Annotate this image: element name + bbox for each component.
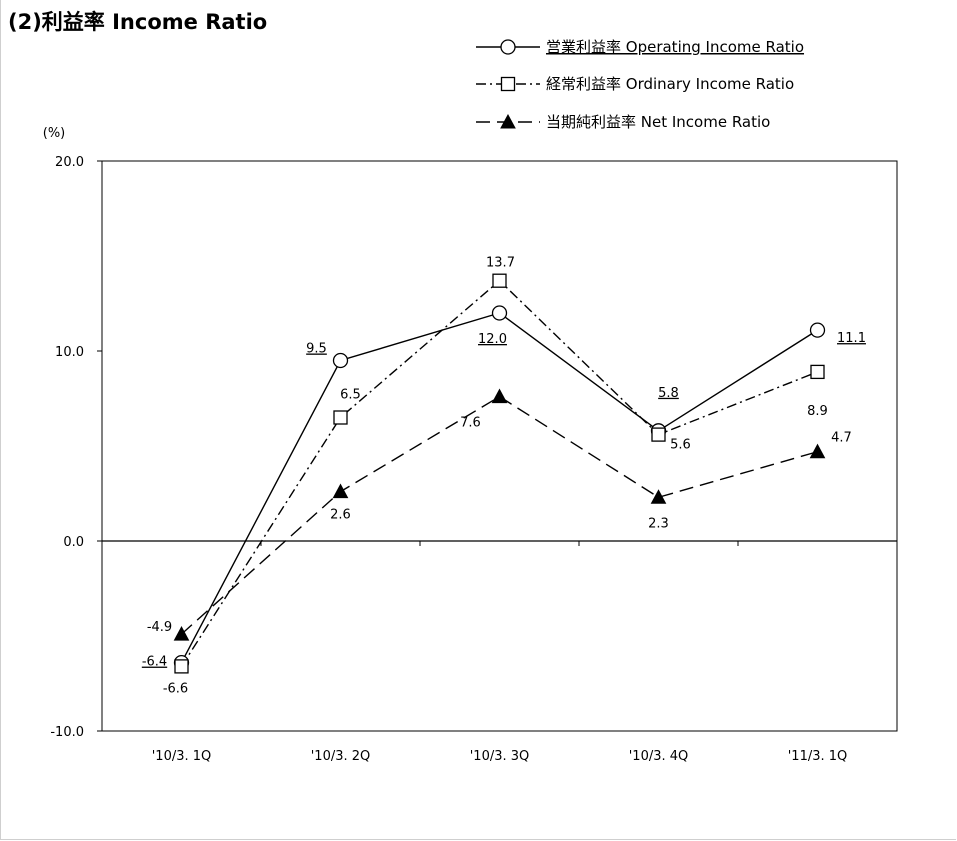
y-axis-unit-label: (%) <box>43 126 66 141</box>
net-income-ratio-data-label: -4.9 <box>147 620 172 635</box>
ordinary-income-ratio-marker <box>810 364 825 380</box>
net-income-ratio-marker <box>173 626 190 641</box>
y-tick-label: -10.0 <box>50 725 84 740</box>
net-income-ratio-data-label: 2.3 <box>648 516 669 531</box>
operating-income-ratio-line <box>180 312 818 663</box>
operating-income-ratio-data-label: 12.0 <box>478 332 507 347</box>
x-tick-label: '10/3. 4Q <box>629 749 689 764</box>
legend-label: 営業利益率 Operating Income Ratio <box>546 38 804 56</box>
net-income-ratio-marker <box>809 443 826 459</box>
ordinary-income-ratio-data-label: -6.6 <box>163 681 188 696</box>
ordinary-income-ratio-data-label: 6.5 <box>340 388 361 403</box>
operating-income-ratio-marker <box>332 352 349 369</box>
net-income-ratio-marker <box>650 489 667 504</box>
ordinary-income-ratio-marker <box>333 410 348 425</box>
operating-income-ratio-marker <box>809 322 826 338</box>
ordinary-income-ratio-marker <box>651 427 666 442</box>
legend-label: 経常利益率 Ordinary Income Ratio <box>546 75 794 93</box>
plot-area <box>101 160 898 732</box>
x-tick-label: '10/3. 1Q <box>152 749 212 764</box>
legend-marker <box>500 113 516 129</box>
ordinary-income-ratio-marker <box>174 659 189 674</box>
net-income-ratio-marker <box>491 388 508 404</box>
y-tick-label: 10.0 <box>55 345 84 360</box>
chart-title: (2)利益率 Income Ratio <box>8 10 268 34</box>
net-income-ratio-data-label: 4.7 <box>831 431 852 446</box>
ordinary-income-ratio-data-label: 8.9 <box>807 404 828 419</box>
operating-income-ratio-data-label: -6.4 <box>142 655 167 670</box>
y-tick-label: 0.0 <box>63 535 84 550</box>
legend-marker <box>500 76 516 92</box>
x-tick-label: '10/3. 2Q <box>311 749 371 764</box>
ordinary-income-ratio-data-label: 5.6 <box>670 438 691 453</box>
operating-income-ratio-data-label: 11.1 <box>837 331 866 346</box>
operating-income-ratio-data-label: 9.5 <box>306 342 327 357</box>
net-income-ratio-data-label: 7.6 <box>460 416 481 431</box>
net-income-ratio-line <box>181 395 818 635</box>
x-tick-label: '10/3. 3Q <box>470 749 530 764</box>
operating-income-ratio-marker <box>491 305 508 321</box>
net-income-ratio-marker <box>332 483 349 499</box>
ordinary-income-ratio-data-label: 13.7 <box>486 256 515 271</box>
operating-income-ratio-data-label: 5.8 <box>658 386 679 401</box>
x-tick-label: '11/3. 1Q <box>788 749 848 764</box>
ordinary-income-ratio-marker <box>492 273 507 288</box>
legend-label: 当期純利益率 Net Income Ratio <box>546 113 770 131</box>
net-income-ratio-data-label: 2.6 <box>330 508 351 523</box>
y-tick-label: 20.0 <box>55 155 84 170</box>
legend-marker <box>500 39 516 55</box>
